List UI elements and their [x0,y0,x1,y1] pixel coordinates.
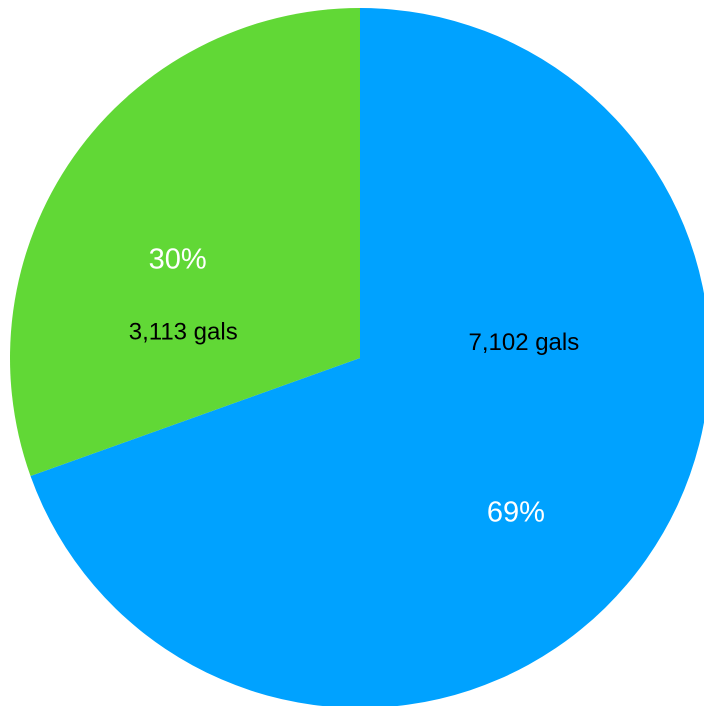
slice-percent-label-0: 69% [487,497,545,529]
slice-percent-label-1: 30% [149,244,207,276]
pie-slice-1 [9,8,360,477]
pie-slice-0 [30,8,704,706]
slice-value-label-1: 3,113 gals [129,319,238,346]
slice-value-label-0: 7,102 gals [468,329,579,356]
